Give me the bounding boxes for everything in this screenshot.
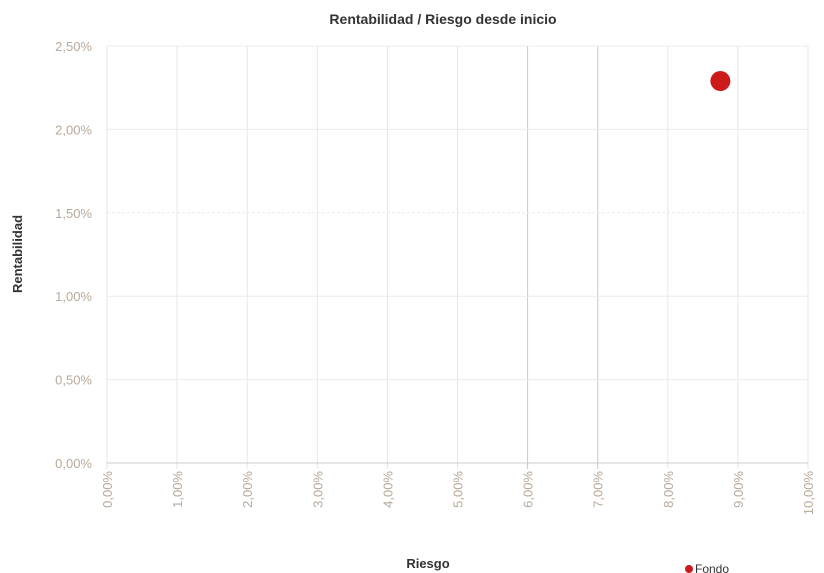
y-tick-label: 1,00% (55, 289, 92, 304)
legend[interactable]: Fondo (685, 562, 729, 573)
data-points (710, 71, 731, 92)
y-tick-label: 2,00% (55, 122, 92, 137)
x-tick-label: 7,00% (591, 471, 606, 508)
x-tick-label: 2,00% (240, 471, 255, 508)
grid-lines (106, 45, 809, 469)
x-tick-label: 3,00% (310, 471, 325, 508)
y-tick-label: 0,00% (55, 456, 92, 471)
chart-title: Rentabilidad / Riesgo desde inicio (329, 11, 556, 27)
x-tick-label: 4,00% (380, 471, 395, 508)
legend-label-fondo: Fondo (695, 562, 729, 573)
x-tick-label: 0,00% (100, 471, 115, 508)
y-tick-label: 1,50% (55, 206, 92, 221)
y-axis-ticks: 0,00% 0,50% 1,00% 1,50% 2,00% 2,50% (55, 39, 92, 471)
x-tick-label: 6,00% (521, 471, 536, 508)
x-tick-label: 9,00% (731, 471, 746, 508)
x-tick-label: 5,00% (451, 471, 466, 508)
x-tick-label: 8,00% (661, 471, 676, 508)
x-axis-ticks: 0,00% 1,00% 2,00% 3,00% 4,00% 5,00% 6,00% 7,00%… (100, 471, 816, 516)
x-tick-label: 10,00% (801, 471, 816, 516)
legend-marker-fondo (685, 565, 693, 573)
data-point-fondo[interactable] (710, 71, 731, 92)
y-tick-label: 2,50% (55, 39, 92, 54)
x-tick-label: 1,00% (170, 471, 185, 508)
x-axis-title: Riesgo (406, 556, 449, 571)
y-axis-title: Rentabilidad (10, 215, 25, 293)
y-tick-label: 0,50% (55, 373, 92, 388)
